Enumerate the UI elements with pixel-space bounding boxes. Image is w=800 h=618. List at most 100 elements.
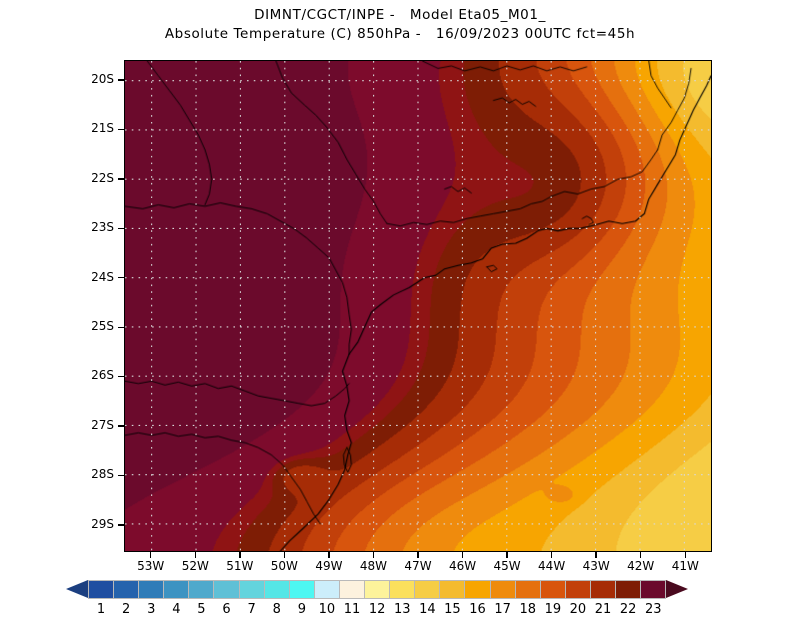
colorbar-swatch <box>138 580 165 599</box>
colorbar-tick-label: 19 <box>544 602 562 617</box>
title-line-2: Absolute Temperature (C) 850hPa - 16/09/… <box>164 26 636 42</box>
colorbar-swatch <box>338 580 366 599</box>
colorbar-swatch <box>564 580 591 599</box>
x-axis-tick-label: 46W <box>448 559 477 573</box>
y-axis-tickmark <box>118 79 124 81</box>
y-axis-tickmark <box>118 425 124 427</box>
colorbar-swatch <box>313 580 340 599</box>
y-axis-tick-label: 27S <box>91 417 114 432</box>
y-axis-tickmark <box>118 474 124 477</box>
colorbar-tick-label: 13 <box>393 602 411 617</box>
colorbar-tick-label: 2 <box>122 602 131 617</box>
colorbar-tick-label: 11 <box>343 602 361 617</box>
x-axis-tick-label: 51W <box>226 559 254 573</box>
colorbar-high-extend-arrow-icon <box>666 580 689 598</box>
colorbar-swatch <box>514 580 541 599</box>
colorbar-tick-label: 10 <box>318 602 336 617</box>
x-axis-tick-label: 45W <box>493 559 521 573</box>
x-axis-tickmark <box>640 552 642 558</box>
colorbar: 1 2 3 4 5 6 7 8 9 10 11 12 13 14 15 16 17 18 19 20 21 22 23 <box>0 576 800 618</box>
colorbar-swatch <box>238 580 265 599</box>
colorbar-tick-label: 23 <box>644 602 662 617</box>
x-axis-tickmark <box>372 552 375 558</box>
y-axis-tick-label: 20S <box>91 71 114 86</box>
x-axis-tickmark <box>506 552 508 558</box>
colorbar-swatch <box>288 580 315 599</box>
colorbar-tick-label: 12 <box>368 602 386 617</box>
colorbar-tick-label: 9 <box>297 602 306 617</box>
x-axis-tick-label: 42W <box>627 559 655 573</box>
y-axis-tick-label: 23S <box>91 220 114 235</box>
x-axis-tick-label: 53W <box>137 559 165 573</box>
colorbar-tick-label: 7 <box>247 602 256 617</box>
colorbar-swatch <box>589 580 616 599</box>
colorbar-swatch <box>213 580 240 599</box>
y-axis-tickmark <box>118 128 124 131</box>
title-line-1: DIMNT/CGCT/INPE - Model Eta05_M01_ <box>254 7 546 23</box>
colorbar-tick-label: 18 <box>519 602 537 617</box>
y-axis-tickmark <box>118 178 124 180</box>
colorbar-tick-label: 20 <box>569 602 587 617</box>
colorbar-swatch <box>389 580 416 599</box>
colorbar-tick-label: 6 <box>222 602 231 617</box>
x-axis-tick-label: 43W <box>582 559 610 573</box>
colorbar-tick-label: 8 <box>272 602 281 617</box>
colorbar-tick-label: 5 <box>197 602 206 617</box>
x-axis-tickmark <box>417 552 419 558</box>
x-axis-tick-label: 52W <box>181 559 209 573</box>
y-axis-tick-label: 25S <box>91 319 114 333</box>
y-axis-tick-label: 29S <box>91 516 114 531</box>
colorbar-swatch <box>364 580 391 599</box>
y-axis-tick-label: 26S <box>91 368 114 383</box>
colorbar-swatch <box>464 580 491 599</box>
colorbar-swatch <box>113 580 140 599</box>
x-axis-tick-label: 50W <box>270 559 298 573</box>
colorbar-tick-label: 16 <box>469 602 486 617</box>
y-axis-tick-label: 21S <box>91 121 114 136</box>
colorbar-tick-label: 21 <box>594 602 612 617</box>
y-axis-tickmark <box>118 375 124 378</box>
colorbar-swatch <box>489 580 516 599</box>
colorbar-swatch <box>539 580 566 599</box>
x-axis-tickmark <box>461 552 464 558</box>
x-axis-tickmark <box>150 552 152 558</box>
colorbar-tick-label: 4 <box>172 602 181 617</box>
colorbar-tick-label: 3 <box>147 602 156 617</box>
colorbar-swatch <box>439 580 466 599</box>
temperature-field-heatmap <box>125 61 711 551</box>
chart-title-block: DIMNT/CGCT/INPE - Model Eta05_M01_ Absol… <box>0 6 800 44</box>
map-plot-area <box>124 60 712 552</box>
y-axis-tickmark <box>118 277 124 279</box>
colorbar-swatch <box>414 580 441 599</box>
colorbar-low-extend-arrow-icon <box>66 580 88 598</box>
x-axis-tickmark <box>684 552 686 558</box>
colorbar-swatch <box>163 580 190 599</box>
colorbar-tick-label: 1 <box>96 602 106 617</box>
x-axis-tickmark <box>595 552 597 558</box>
colorbar-swatch <box>188 580 215 599</box>
colorbar-swatch <box>263 580 290 599</box>
colorbar-tick-label: 22 <box>619 602 637 617</box>
colorbar-swatch <box>614 580 642 599</box>
x-axis-tickmark <box>194 552 196 558</box>
x-axis-tick-label: 48W <box>359 559 388 573</box>
x-axis-tickmark <box>550 552 553 558</box>
colorbar-strip <box>88 580 667 599</box>
y-axis-tickmark <box>118 227 124 229</box>
colorbar-tick-label: 17 <box>494 602 511 617</box>
colorbar-swatch <box>88 580 115 599</box>
x-axis-tickmark <box>239 552 241 558</box>
x-axis-tick-label: 44W <box>538 559 566 573</box>
x-axis-tick-label: 49W <box>315 559 343 573</box>
x-axis-tickmark <box>283 552 286 558</box>
x-axis-tickmark <box>328 552 330 558</box>
colorbar-tick-label: 14 <box>419 602 436 617</box>
y-axis-tick-label: 22S <box>91 170 114 185</box>
y-axis-tickmark <box>118 326 124 328</box>
x-axis-tick-label: 47W <box>404 559 432 573</box>
colorbar-tick-label: 15 <box>444 602 461 617</box>
colorbar-swatch <box>640 580 667 599</box>
y-axis-tick-label: 24S <box>91 269 114 284</box>
y-axis-tick-label: 28S <box>91 467 114 482</box>
x-axis-tick-label: 41W <box>671 559 699 573</box>
